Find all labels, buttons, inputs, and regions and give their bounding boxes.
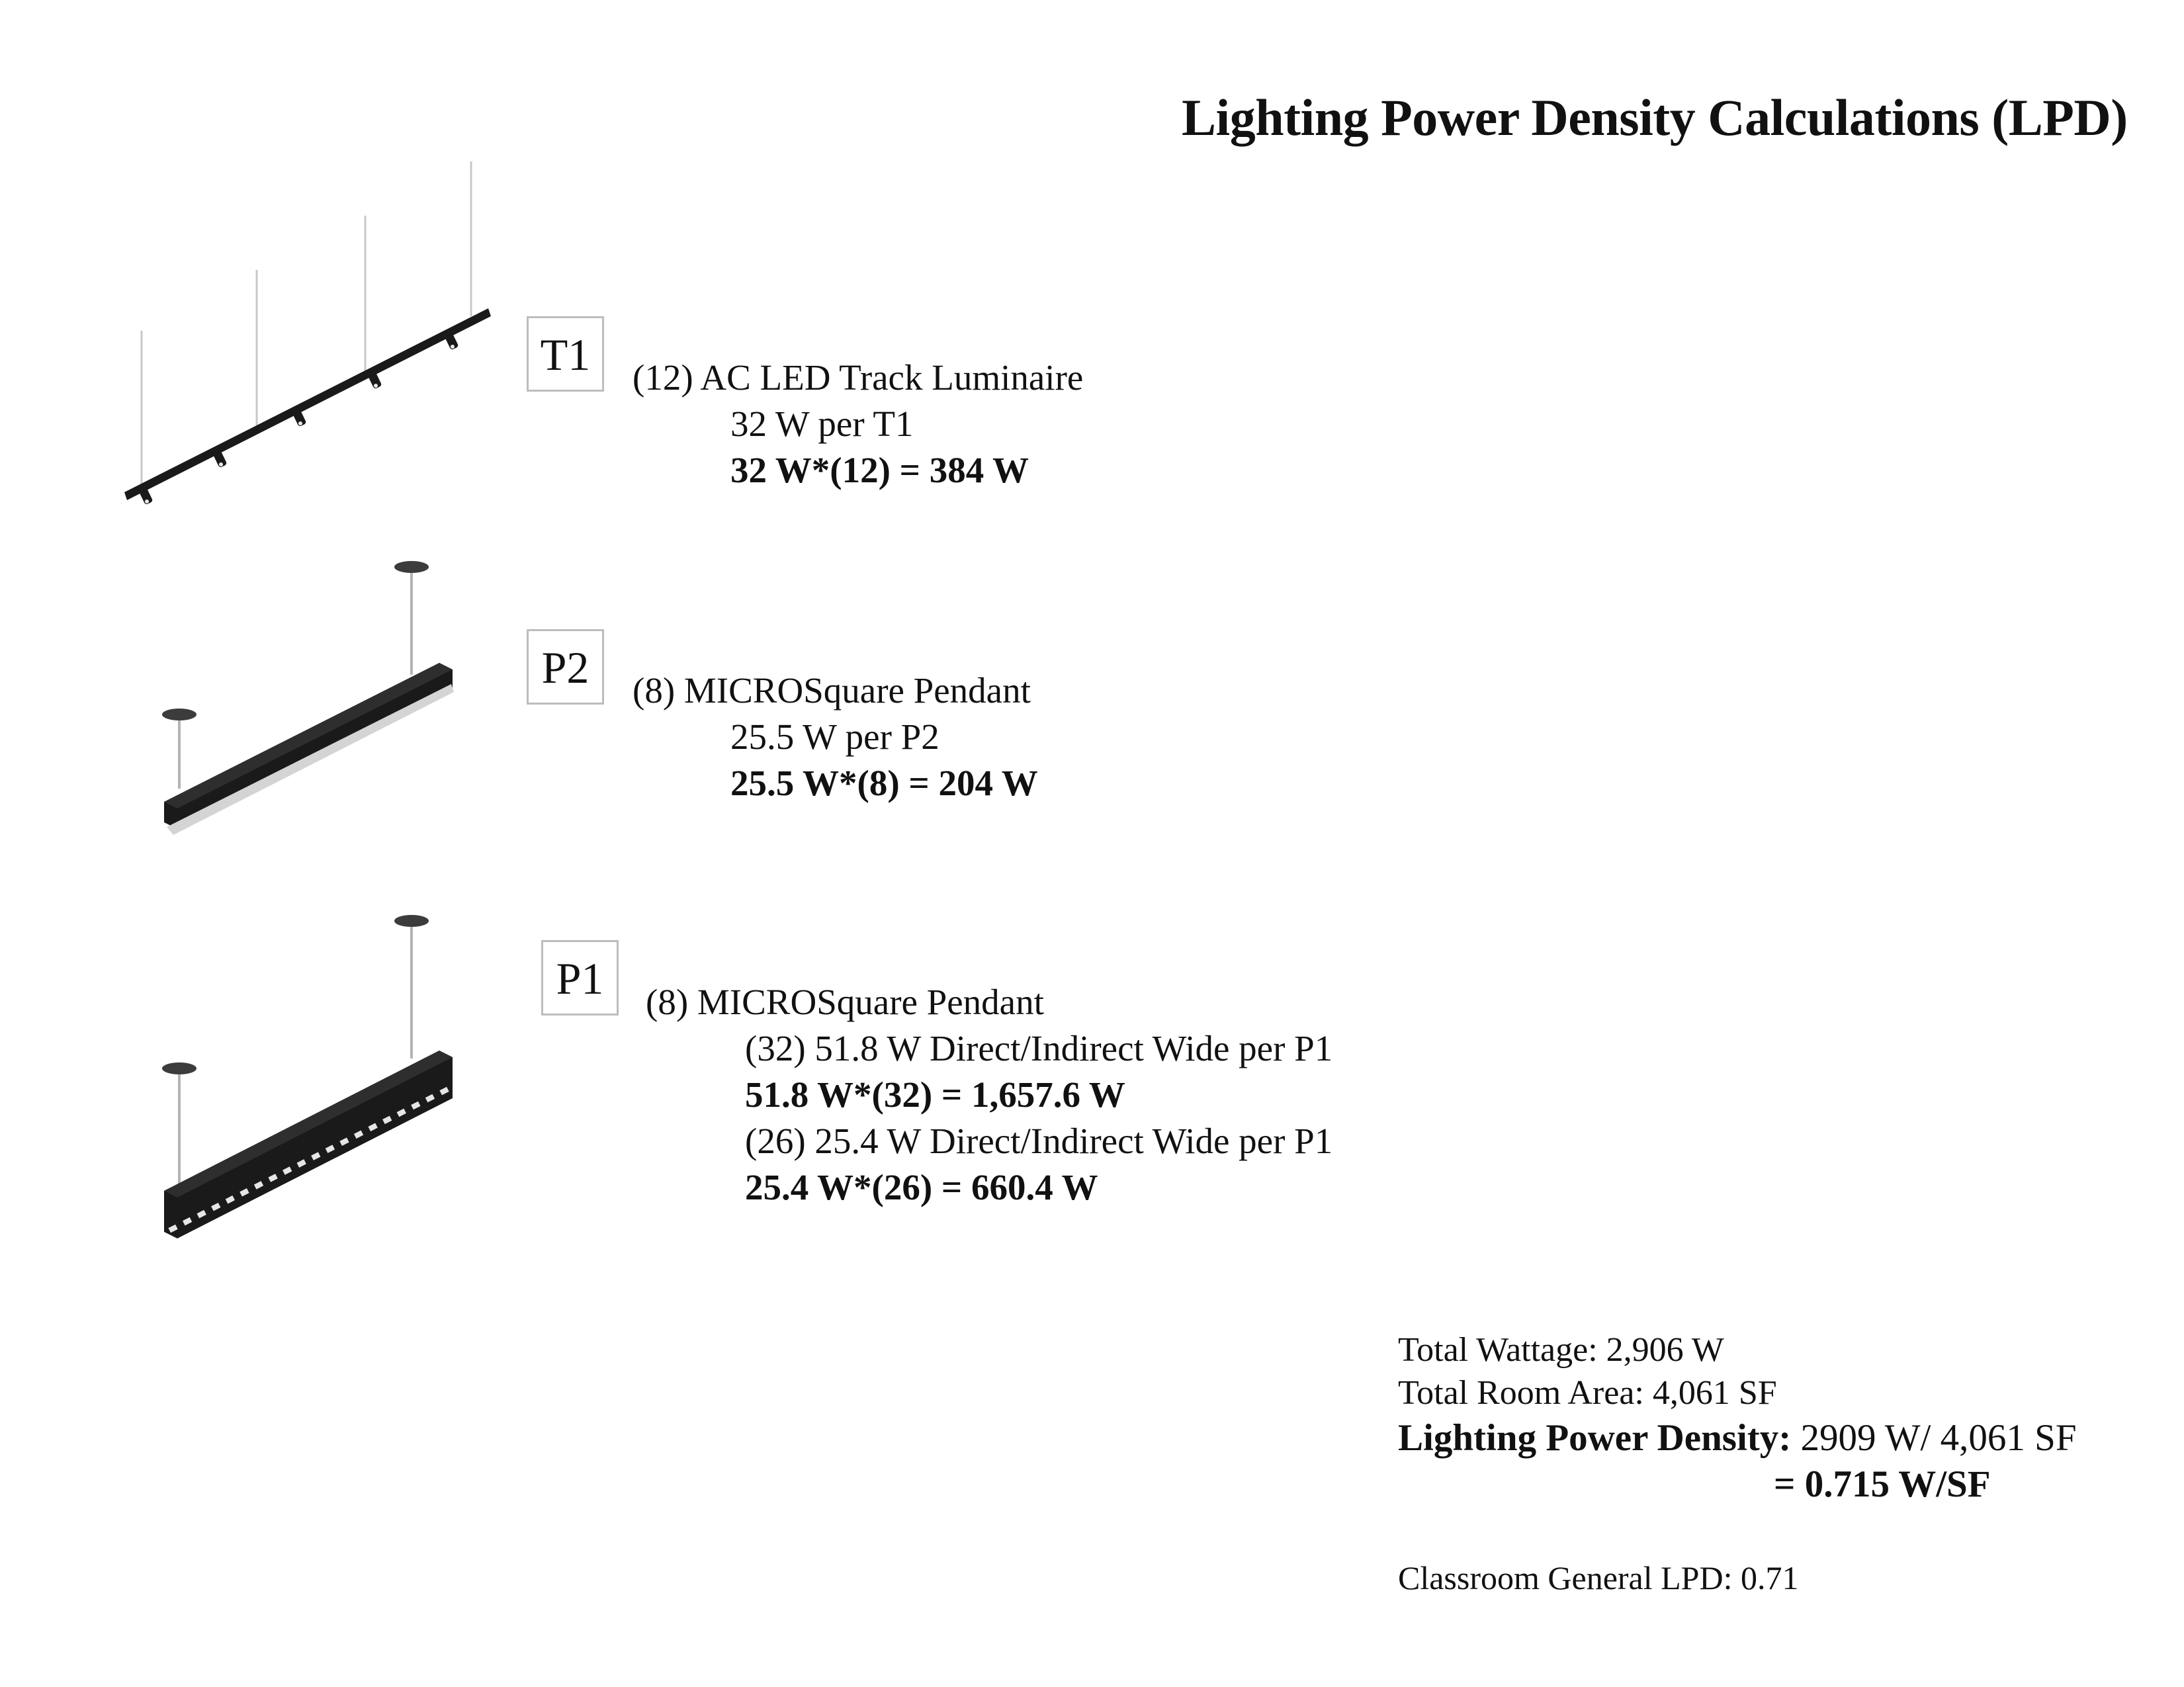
p1-lens-square [411,1101,421,1110]
p1-lens-square [439,1086,449,1096]
p1-lens-square [339,1137,349,1146]
p1-lens-square [325,1145,335,1153]
p1-total-1: 51.8 W*(32) = 1,657.6 W [745,1074,1125,1115]
p1-lens-square [225,1195,236,1204]
p1-lens-square [240,1188,249,1197]
tag-p2: P2 [527,629,604,705]
p1-lens-square [368,1123,378,1132]
p1-lens-square [296,1159,306,1168]
lpd-label: Lighting Power Density: [1398,1417,1792,1459]
lpd-formula: 2909 W/ 4,061 SF [1800,1417,2077,1459]
p2-name: (8) MICROSquare Pendant [633,670,1031,711]
page-title: Lighting Power Density Calculations (LPD… [1182,89,2128,146]
p1-total-2: 25.4 W*(26) = 660.4 W [745,1167,1098,1207]
p1-lens-square [268,1174,278,1182]
classroom-lpd: Classroom General LPD: 0.71 [1398,1559,1799,1596]
p1-lens-square [211,1202,221,1211]
total-room-area: Total Room Area: 4,061 SF [1398,1374,1777,1412]
t1-total: 32 W*(12) = 384 W [730,450,1029,490]
p1-lens-square [311,1152,321,1160]
p1-lens-square [382,1115,392,1125]
t1-unit-watt: 32 W per T1 [730,404,914,444]
total-wattage: Total Wattage: 2,906 W [1398,1331,1724,1369]
p1-lens-square [425,1094,435,1103]
lpd-result: = 0.715 W/SF [1774,1463,1991,1505]
p1-name: (8) MICROSquare Pendant [646,982,1044,1022]
p1-lens-square [253,1181,264,1190]
p1-lens-square [197,1209,206,1219]
p1-wide-1: (32) 51.8 W Direct/Indirect Wide per P1 [745,1028,1333,1068]
p1-wide-2: (26) 25.4 W Direct/Indirect Wide per P1 [745,1121,1333,1161]
p1-lens-square [283,1166,292,1175]
p1-lens-square [353,1130,364,1139]
p1-lens-square [396,1108,406,1117]
tag-p1: P1 [541,940,619,1016]
p2-total: 25.5 W*(8) = 204 W [730,763,1038,803]
tag-t1: T1 [527,316,604,392]
p1-lens-square [168,1224,178,1233]
lpd-line: Lighting Power Density: 2909 W/ 4,061 SF [1398,1415,2077,1461]
p1-lens-square [182,1217,193,1226]
p2-unit-watt: 25.5 W per P2 [730,716,939,757]
t1-name: (12) AC LED Track Luminaire [633,357,1084,398]
